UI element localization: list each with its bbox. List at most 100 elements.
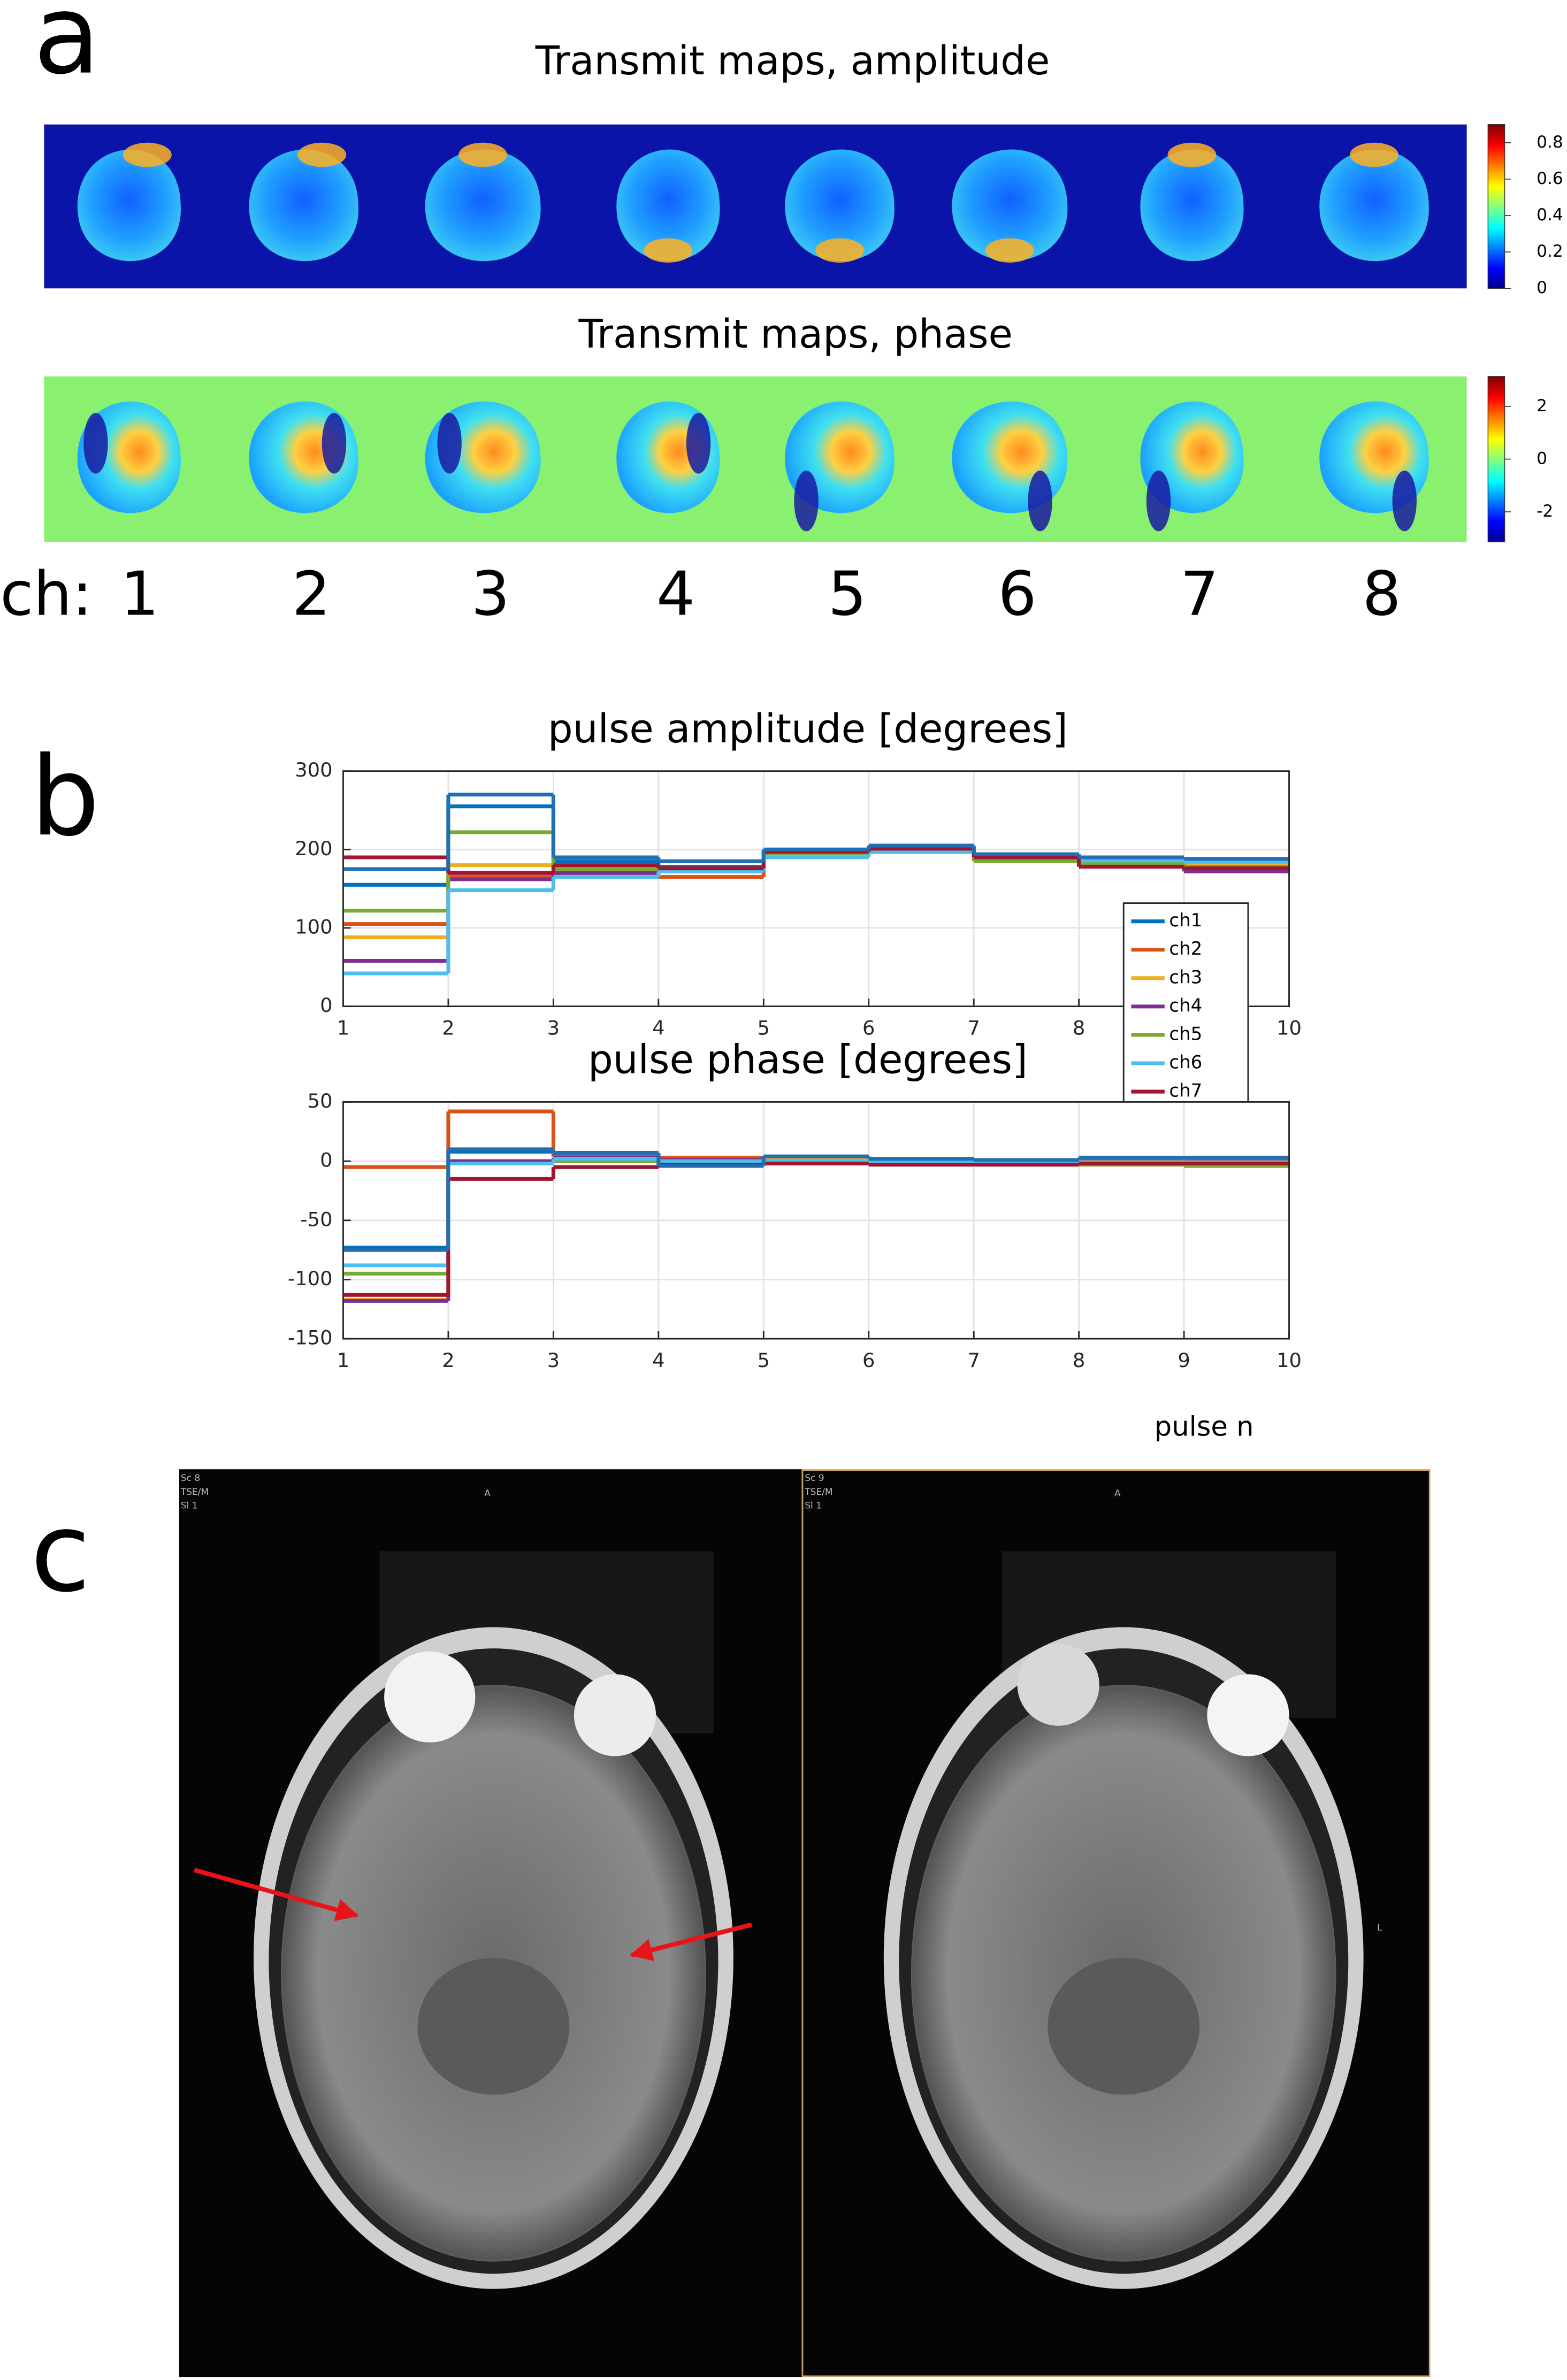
- x-tick-label: 4: [652, 1017, 664, 1040]
- colorbar-tick-label: 0: [1537, 278, 1547, 297]
- chart-title: pulse phase [degrees]: [588, 1038, 1028, 1083]
- plot-frame: [342, 1101, 1290, 1340]
- y-tick-label: -50: [300, 1208, 332, 1231]
- colorbar-tick-label: -2: [1537, 502, 1553, 521]
- channel-label: 2: [292, 558, 331, 629]
- x-tick-label: 7: [967, 1017, 980, 1040]
- amplitude-map: [1319, 149, 1429, 262]
- x-tick-label: 3: [547, 1349, 560, 1372]
- colorbar-tick-label: 2: [1537, 396, 1547, 416]
- amplitude-map: [77, 149, 181, 262]
- colorbar-tick-label: 0.2: [1537, 242, 1563, 261]
- x-tick-label: 7: [967, 1349, 980, 1372]
- mri-overlay: Sl 1: [805, 1500, 822, 1511]
- eye: [574, 1674, 656, 1756]
- x-tick-label: 8: [1073, 1017, 1085, 1040]
- phase-colorbar: [1487, 376, 1505, 542]
- amplitude-hotspot: [123, 142, 172, 167]
- amplitude-hotspot: [1350, 142, 1398, 167]
- channel-label: 7: [1180, 558, 1219, 629]
- x-tick-label: 5: [758, 1017, 770, 1040]
- map-title: Transmit maps, phase: [578, 312, 1012, 357]
- y-tick-label: -150: [288, 1326, 333, 1349]
- legend-label: ch1: [1169, 910, 1202, 931]
- y-tick-label: 300: [295, 758, 332, 781]
- phase-wrap: [1146, 470, 1171, 532]
- colorbar-tick-label: 0.6: [1537, 169, 1563, 188]
- phase-wrap: [1392, 470, 1417, 532]
- x-tick-label: 10: [1276, 1349, 1302, 1372]
- mri-overlay: TSE/M: [804, 1487, 832, 1498]
- mri-overlay: L: [1377, 1922, 1382, 1933]
- y-tick-label: 50: [308, 1089, 333, 1112]
- arrow: [629, 1922, 752, 1961]
- plot-frame: [342, 770, 1290, 1008]
- amplitude-hotspot: [815, 238, 864, 263]
- x-tick-label: 6: [862, 1349, 875, 1372]
- channel-prefix: ch:: [0, 558, 93, 629]
- legend-label: ch7: [1169, 1080, 1202, 1102]
- eye: [384, 1651, 476, 1743]
- amplitude-map: [249, 149, 358, 262]
- phase-wrap: [686, 412, 711, 474]
- panel-label: b: [30, 733, 100, 861]
- colorbar-tick-label: 0.4: [1537, 205, 1563, 225]
- legend-label: ch4: [1169, 995, 1202, 1016]
- amplitude-hotspot: [985, 238, 1034, 263]
- x-tick-label: 1: [337, 1349, 349, 1372]
- x-tick-label: 9: [1178, 1349, 1190, 1372]
- eye: [1017, 1644, 1099, 1726]
- legend-label: ch2: [1169, 938, 1202, 959]
- amplitude-map: [425, 149, 541, 262]
- amplitude-map: [785, 149, 895, 262]
- mri-overlay: Sc 9: [805, 1473, 824, 1484]
- y-tick-label: -100: [288, 1267, 333, 1290]
- channel-label: 8: [1363, 558, 1401, 629]
- mri-overlay: A: [1114, 1488, 1121, 1499]
- channel-label: 1: [120, 558, 159, 629]
- colorbar-tick-label: 0.8: [1537, 133, 1563, 152]
- legend-label: ch6: [1169, 1052, 1202, 1073]
- amplitude-colorbar: [1487, 124, 1505, 289]
- x-tick-label: 6: [862, 1017, 875, 1040]
- y-tick-label: 200: [295, 837, 332, 860]
- map-title: Transmit maps, amplitude: [535, 39, 1050, 84]
- panel-label: a: [34, 0, 101, 99]
- amplitude-map: [616, 149, 720, 262]
- x-tick-label: 1: [337, 1017, 349, 1040]
- x-tick-label: 2: [442, 1017, 454, 1040]
- x-tick-label: 10: [1276, 1017, 1302, 1040]
- y-tick-label: 100: [295, 915, 332, 938]
- phase-wrap: [83, 412, 108, 474]
- amplitude-hotspot: [458, 142, 507, 167]
- legend-label: ch5: [1169, 1023, 1202, 1045]
- amplitude-hotspot: [644, 238, 693, 263]
- channel-label: 4: [656, 558, 695, 629]
- maps: [77, 142, 1429, 532]
- mri-brain-left: [254, 1627, 733, 2289]
- mri-overlay: Sl 1: [181, 1500, 198, 1511]
- phase-wrap: [437, 412, 462, 474]
- x-tick-label: 5: [758, 1349, 770, 1372]
- phase-wrap: [794, 470, 819, 532]
- x-tick-label: 3: [547, 1017, 560, 1040]
- channel-label: 3: [471, 558, 510, 629]
- chart-title: pulse amplitude [degrees]: [548, 707, 1068, 752]
- y-tick-label: 0: [320, 1149, 332, 1172]
- mri-overlay: TSE/M: [180, 1487, 209, 1498]
- mri-overlay: A: [484, 1488, 491, 1499]
- mri-overlay: Sc 8: [181, 1473, 200, 1484]
- amplitude-map: [952, 149, 1068, 262]
- y-tick-label: 0: [320, 994, 332, 1017]
- x-tick-label: 4: [652, 1349, 664, 1372]
- amplitude-map: [1140, 149, 1244, 262]
- cerebellum: [417, 1958, 570, 2095]
- arrow: [194, 1868, 360, 1921]
- mri-brain-right: [883, 1627, 1364, 2289]
- panel-label: c: [30, 1490, 90, 1617]
- x-tick-label: 8: [1073, 1349, 1085, 1372]
- eye: [1207, 1674, 1289, 1756]
- x-tick-label: 2: [442, 1349, 454, 1372]
